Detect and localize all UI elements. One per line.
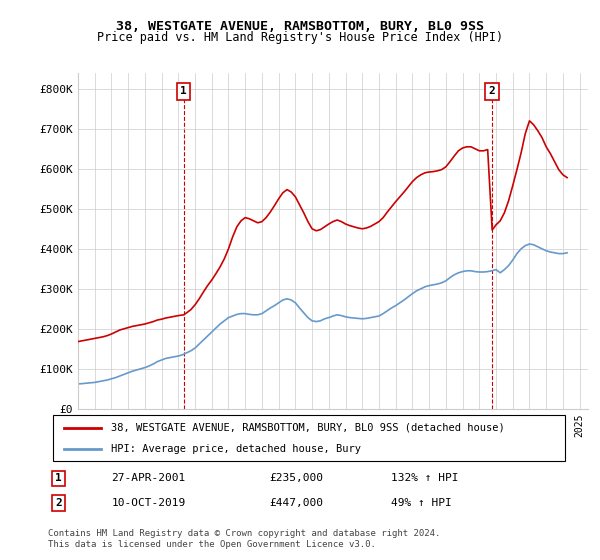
Text: 38, WESTGATE AVENUE, RAMSBOTTOM, BURY, BL0 9SS (detached house): 38, WESTGATE AVENUE, RAMSBOTTOM, BURY, B… — [112, 423, 505, 433]
Text: Price paid vs. HM Land Registry's House Price Index (HPI): Price paid vs. HM Land Registry's House … — [97, 31, 503, 44]
Text: 10-OCT-2019: 10-OCT-2019 — [112, 498, 185, 508]
Text: 1: 1 — [55, 473, 62, 483]
Text: 38, WESTGATE AVENUE, RAMSBOTTOM, BURY, BL0 9SS: 38, WESTGATE AVENUE, RAMSBOTTOM, BURY, B… — [116, 20, 484, 32]
Text: 1: 1 — [181, 86, 187, 96]
Text: 132% ↑ HPI: 132% ↑ HPI — [391, 473, 459, 483]
Text: 49% ↑ HPI: 49% ↑ HPI — [391, 498, 452, 508]
Text: HPI: Average price, detached house, Bury: HPI: Average price, detached house, Bury — [112, 444, 361, 454]
Text: Contains HM Land Registry data © Crown copyright and database right 2024.
This d: Contains HM Land Registry data © Crown c… — [48, 529, 440, 549]
Text: £235,000: £235,000 — [270, 473, 324, 483]
Text: 2: 2 — [55, 498, 62, 508]
FancyBboxPatch shape — [53, 416, 565, 461]
Text: 2: 2 — [489, 86, 496, 96]
Text: 27-APR-2001: 27-APR-2001 — [112, 473, 185, 483]
Text: £447,000: £447,000 — [270, 498, 324, 508]
